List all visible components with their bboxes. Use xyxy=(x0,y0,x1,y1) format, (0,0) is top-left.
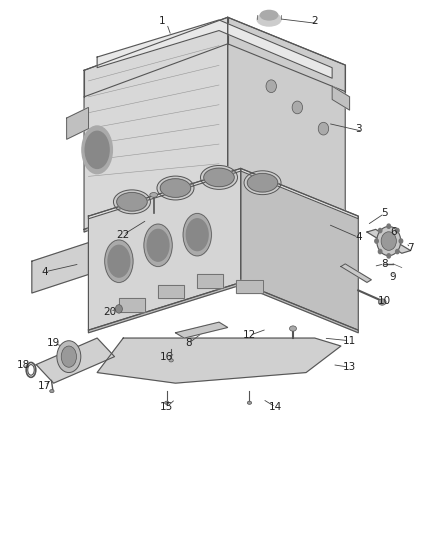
Polygon shape xyxy=(88,168,241,330)
Ellipse shape xyxy=(186,219,208,251)
Text: 4: 4 xyxy=(355,232,362,243)
Text: 20: 20 xyxy=(104,306,117,317)
Ellipse shape xyxy=(204,168,234,187)
Polygon shape xyxy=(241,168,358,330)
Circle shape xyxy=(396,249,399,254)
Ellipse shape xyxy=(165,401,169,405)
Ellipse shape xyxy=(157,176,194,200)
Bar xyxy=(158,285,184,298)
Text: 18: 18 xyxy=(17,360,30,369)
Circle shape xyxy=(396,229,399,233)
Ellipse shape xyxy=(201,165,237,189)
Ellipse shape xyxy=(260,11,278,20)
Polygon shape xyxy=(176,322,228,338)
Bar xyxy=(237,280,262,293)
Ellipse shape xyxy=(290,326,297,331)
Ellipse shape xyxy=(378,299,386,305)
Text: 11: 11 xyxy=(343,336,356,346)
Ellipse shape xyxy=(183,214,212,256)
Ellipse shape xyxy=(377,227,401,256)
Text: 8: 8 xyxy=(185,338,192,349)
Ellipse shape xyxy=(147,229,169,261)
Ellipse shape xyxy=(169,359,173,362)
Bar xyxy=(197,274,223,288)
Polygon shape xyxy=(341,264,371,282)
Circle shape xyxy=(387,224,391,228)
Bar xyxy=(237,280,262,293)
Ellipse shape xyxy=(57,341,81,373)
Text: 13: 13 xyxy=(343,362,356,372)
Polygon shape xyxy=(84,176,345,232)
Ellipse shape xyxy=(108,245,130,277)
Polygon shape xyxy=(97,20,332,78)
Circle shape xyxy=(378,229,382,233)
Text: 4: 4 xyxy=(42,267,48,277)
Text: 17: 17 xyxy=(38,381,52,391)
Bar xyxy=(197,274,223,288)
Bar xyxy=(158,285,184,298)
Polygon shape xyxy=(32,243,88,293)
Text: 5: 5 xyxy=(381,208,388,219)
Polygon shape xyxy=(67,108,88,139)
Polygon shape xyxy=(88,168,358,219)
Text: 3: 3 xyxy=(355,124,362,134)
Circle shape xyxy=(399,239,403,243)
Text: 6: 6 xyxy=(390,227,396,237)
Ellipse shape xyxy=(160,179,191,197)
Ellipse shape xyxy=(113,190,150,214)
Text: 2: 2 xyxy=(311,16,318,26)
Ellipse shape xyxy=(381,232,396,251)
Circle shape xyxy=(292,101,303,114)
Polygon shape xyxy=(228,17,345,224)
Ellipse shape xyxy=(150,192,158,197)
Ellipse shape xyxy=(82,126,113,174)
Ellipse shape xyxy=(49,390,54,393)
Circle shape xyxy=(266,80,276,93)
Circle shape xyxy=(375,239,378,243)
Ellipse shape xyxy=(105,240,133,282)
Ellipse shape xyxy=(117,192,147,211)
Ellipse shape xyxy=(247,401,252,405)
Circle shape xyxy=(116,305,122,313)
Text: 15: 15 xyxy=(160,402,173,412)
Ellipse shape xyxy=(247,173,278,192)
Polygon shape xyxy=(84,17,228,229)
Text: 10: 10 xyxy=(378,296,391,306)
Ellipse shape xyxy=(257,13,281,26)
Polygon shape xyxy=(36,338,115,383)
Circle shape xyxy=(318,122,328,135)
Polygon shape xyxy=(367,229,410,253)
Text: 8: 8 xyxy=(381,259,388,269)
Ellipse shape xyxy=(85,131,109,168)
Polygon shape xyxy=(97,338,341,383)
Text: 1: 1 xyxy=(159,16,166,26)
Polygon shape xyxy=(332,86,350,110)
Text: 19: 19 xyxy=(47,338,60,349)
Text: 7: 7 xyxy=(407,243,414,253)
Circle shape xyxy=(387,254,391,258)
Bar xyxy=(119,298,145,312)
Text: 12: 12 xyxy=(243,330,256,341)
Ellipse shape xyxy=(61,346,77,367)
Text: 9: 9 xyxy=(390,272,396,282)
Text: 22: 22 xyxy=(117,230,130,240)
Ellipse shape xyxy=(244,171,281,195)
Ellipse shape xyxy=(144,224,172,266)
Circle shape xyxy=(378,249,382,254)
Text: 14: 14 xyxy=(269,402,282,412)
Polygon shape xyxy=(88,282,358,333)
Text: 16: 16 xyxy=(160,352,173,361)
Bar xyxy=(119,298,145,312)
